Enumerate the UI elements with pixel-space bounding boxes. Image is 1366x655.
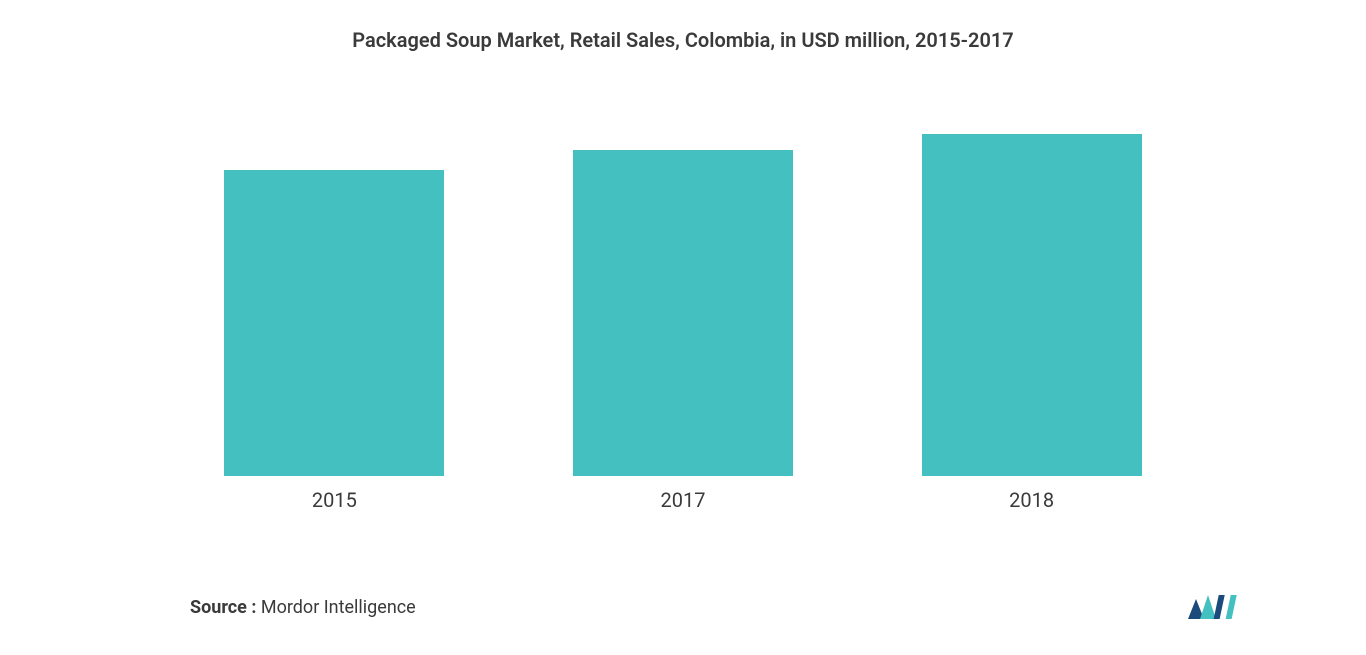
- bar-label-0: 2015: [312, 488, 357, 512]
- chart-title: Packaged Soup Market, Retail Sales, Colo…: [120, 28, 1246, 52]
- bar-1: [573, 150, 793, 476]
- bar-0: [224, 170, 444, 476]
- bar-group-0: 2015: [224, 170, 444, 512]
- bar-group-2: 2018: [922, 134, 1142, 512]
- bar-2: [922, 134, 1142, 476]
- mordor-logo-icon: [1186, 589, 1246, 625]
- footer: Source : Mordor Intelligence: [190, 589, 1246, 625]
- bar-label-1: 2017: [661, 488, 706, 512]
- bar-group-1: 2017: [573, 150, 793, 512]
- source-value: Mordor Intelligence: [256, 597, 415, 618]
- source-label: Source :: [190, 597, 256, 618]
- bar-label-2: 2018: [1009, 488, 1054, 512]
- chart-area: 2015 2017 2018: [120, 112, 1246, 512]
- source-line: Source : Mordor Intelligence: [190, 597, 416, 618]
